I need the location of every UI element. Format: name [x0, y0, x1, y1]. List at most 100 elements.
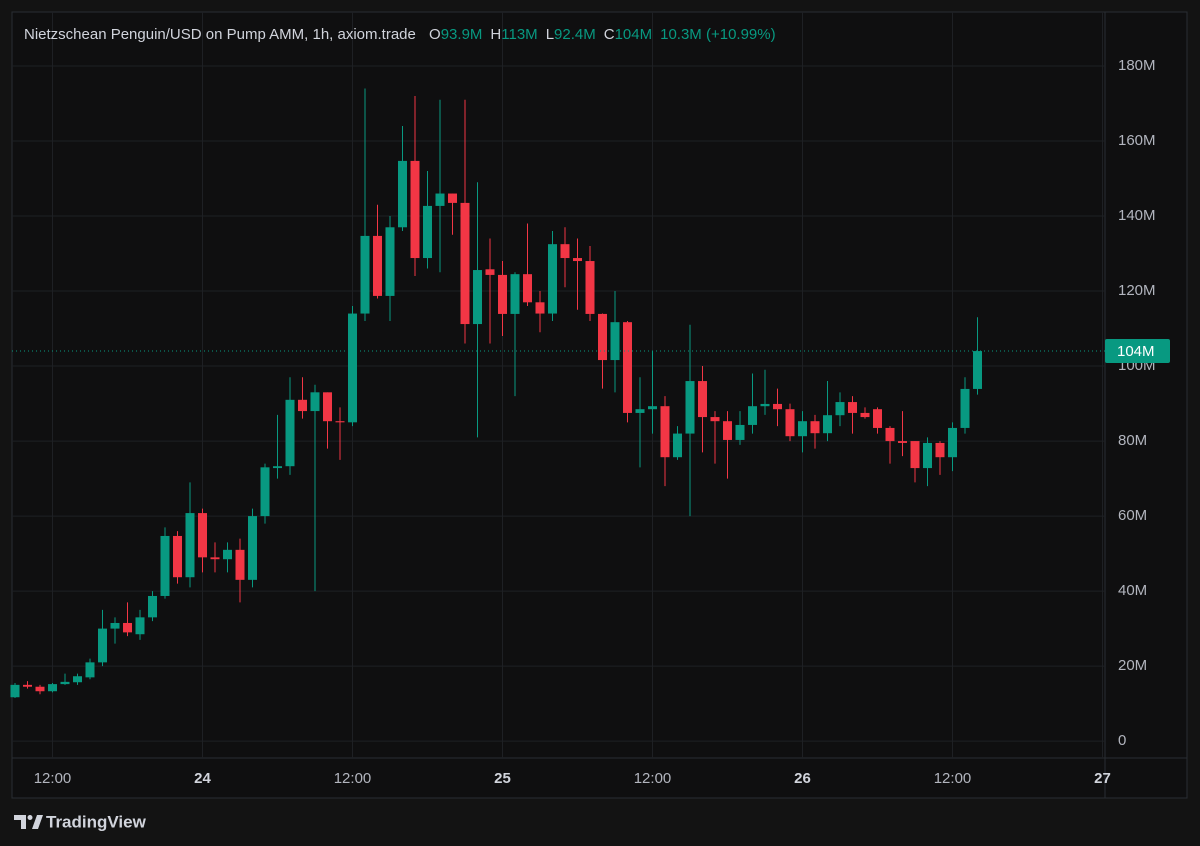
x-tick-label: 12:00: [934, 770, 972, 787]
change-value: 10.3M (+10.99%): [660, 26, 775, 43]
y-tick-label: 60M: [1118, 507, 1147, 524]
candle-body: [285, 399, 295, 467]
candle-body: [248, 516, 257, 580]
candle-body: [910, 441, 920, 469]
x-tick-label: 27: [1094, 770, 1111, 787]
candle-body: [598, 313, 607, 361]
candle-body: [548, 244, 557, 314]
candle-body: [98, 628, 107, 663]
candle-body: [948, 427, 957, 458]
y-tick-label: 20M: [1118, 657, 1147, 674]
candle-body: [235, 549, 245, 580]
candle-body: [60, 681, 70, 685]
candle-body: [773, 403, 782, 410]
candle-body: [223, 549, 232, 560]
candle-body: [198, 513, 207, 558]
y-tick-label: 80M: [1118, 432, 1147, 449]
candle-body: [398, 160, 407, 228]
candle-body: [923, 442, 932, 469]
candle-body: [610, 322, 620, 361]
candle-body: [373, 235, 382, 296]
y-tick-label: 140M: [1118, 207, 1156, 224]
x-tick-label: 12:00: [634, 770, 672, 787]
candle-body: [385, 227, 395, 296]
stat-name: C: [604, 26, 615, 43]
candle-body: [760, 403, 770, 407]
candle-body: [635, 409, 645, 413]
candle-body: [660, 406, 670, 458]
candle-body: [885, 427, 895, 442]
candle-body: [448, 193, 457, 203]
candle-body: [710, 417, 720, 422]
brand-logo: [14, 815, 43, 829]
candle-body: [148, 595, 157, 618]
candle-body: [623, 322, 632, 413]
candle-body: [23, 684, 32, 687]
candle-body: [748, 406, 757, 425]
stat-name: O: [429, 26, 441, 43]
stat-value: 113M: [501, 26, 537, 43]
candle-body: [835, 402, 845, 416]
candles: [10, 88, 982, 698]
candle-body: [160, 535, 170, 596]
candle-body: [873, 409, 882, 428]
y-tick-label: 180M: [1118, 57, 1156, 74]
candle-body: [535, 302, 545, 314]
header: Nietzschean Penguin/USD on Pump AMM, 1h,…: [24, 26, 776, 43]
candle-body: [935, 442, 945, 458]
candle-body: [335, 421, 345, 423]
candle-body: [898, 441, 907, 443]
candle-body: [348, 313, 357, 423]
candle-body: [435, 193, 445, 206]
candle-body: [210, 557, 220, 560]
x-tick-label: 26: [794, 770, 811, 787]
last-price-label: 104M: [1117, 343, 1155, 360]
candle-body: [48, 684, 57, 692]
candle-body: [485, 269, 495, 275]
candle-body: [85, 662, 95, 678]
candle-body: [860, 412, 870, 418]
stat-value: 93.9M: [441, 26, 483, 43]
x-tick-label: 12:00: [34, 770, 72, 787]
candle-body: [673, 433, 682, 458]
candle-body: [585, 261, 595, 314]
candle-body: [973, 351, 982, 389]
candle-body: [560, 244, 570, 259]
candle-body: [360, 235, 370, 314]
candle-body: [273, 466, 282, 469]
stat-name: H: [490, 26, 501, 43]
candle-body: [460, 202, 470, 325]
candle-body: [823, 415, 832, 434]
candle-body: [723, 421, 732, 440]
y-tick-label: 160M: [1118, 132, 1156, 149]
candle-body: [573, 258, 582, 262]
candle-body: [785, 409, 795, 437]
x-tick-label: 12:00: [334, 770, 372, 787]
candle-body: [185, 513, 195, 578]
candle-body: [698, 381, 707, 418]
candle-body: [310, 392, 320, 412]
candle-body: [473, 270, 482, 325]
candle-body: [323, 392, 332, 422]
chart-frame: [11, 11, 1188, 799]
candle-body: [173, 535, 182, 578]
stat-value: 92.4M: [554, 26, 596, 43]
candle-body: [523, 274, 532, 303]
candle-body: [110, 622, 120, 629]
y-tick-label: 120M: [1118, 282, 1156, 299]
candle-body: [35, 686, 45, 692]
candle-body: [685, 381, 695, 434]
candle-body: [123, 622, 132, 633]
candle-body: [735, 424, 745, 440]
stat-value: 104M: [615, 26, 653, 43]
stat-name: L: [546, 26, 554, 43]
candle-body: [810, 421, 820, 434]
candle-body: [498, 274, 507, 314]
chart-title: Nietzschean Penguin/USD on Pump AMM, 1h,…: [24, 26, 416, 43]
candle-body: [848, 402, 857, 413]
candle-body: [298, 399, 307, 412]
candle-body: [73, 676, 82, 683]
x-tick-label: 25: [494, 770, 511, 787]
